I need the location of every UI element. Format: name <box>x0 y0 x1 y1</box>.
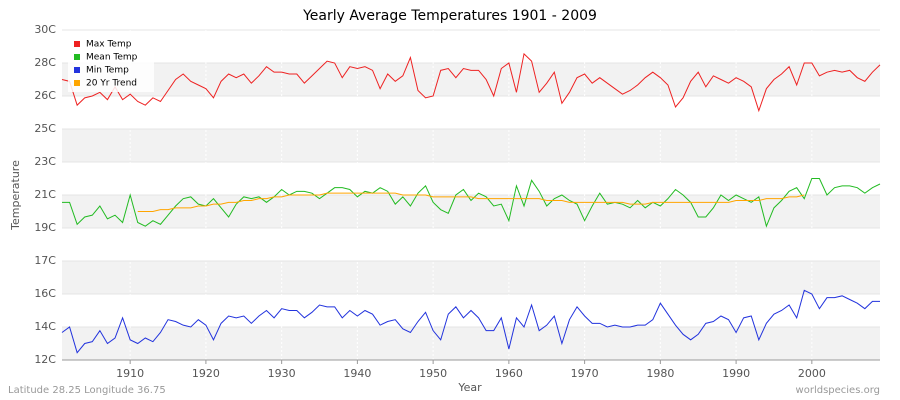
legend: Max Temp Mean Temp Min Temp 20 Yr Trend <box>68 34 154 92</box>
y-tick-label: 17C <box>34 254 56 267</box>
x-tick-label: 1980 <box>646 367 674 380</box>
x-tick-label: 1950 <box>419 367 447 380</box>
legend-swatch <box>74 80 80 86</box>
data-line <box>61 52 881 113</box>
footer-left: Latitude 28.25 Longitude 36.75 <box>8 385 166 396</box>
data-line <box>62 178 881 228</box>
data-line <box>137 192 805 212</box>
legend-box <box>68 34 154 92</box>
y-tick-label: 14C <box>34 320 56 333</box>
footer-right: worldspecies.org <box>796 385 880 396</box>
legend-label: Min Temp <box>86 66 129 76</box>
legend-label: 20 Yr Trend <box>86 79 137 89</box>
x-tick-label: 1940 <box>343 367 371 380</box>
y-tick-label: 21C <box>34 188 56 201</box>
legend-swatch <box>74 67 80 73</box>
x-tick-label: 1910 <box>116 367 144 380</box>
x-tick-label: 1920 <box>192 367 220 380</box>
y-tick-label: 12C <box>34 353 56 366</box>
x-tick-label: 1930 <box>268 367 296 380</box>
legend-label: Max Temp <box>86 40 132 50</box>
y-axis-label: Temperature <box>9 160 22 231</box>
legend-swatch <box>74 54 80 60</box>
x-tick-label: 1990 <box>722 367 750 380</box>
y-tick-label: 25C <box>34 122 56 135</box>
grid-band <box>62 129 880 162</box>
data-line <box>61 289 880 354</box>
x-tick-label: 1960 <box>495 367 523 380</box>
y-tick-label: 30C <box>34 23 56 36</box>
y-tick-label: 23C <box>34 155 56 168</box>
legend-label: Mean Temp <box>86 53 138 63</box>
chart-title: Yearly Average Temperatures 1901 - 2009 <box>302 8 597 24</box>
y-tick-label: 19C <box>34 221 56 234</box>
y-tick-label: 16C <box>34 287 56 300</box>
y-tick-label: 26C <box>34 89 56 102</box>
x-tick-label: 1970 <box>571 367 599 380</box>
x-axis-label: Year <box>457 381 482 394</box>
x-tick-label: 2000 <box>798 367 826 380</box>
legend-swatch <box>74 41 80 47</box>
y-tick-label: 28C <box>34 56 56 69</box>
grid-band <box>62 261 880 294</box>
grid-band <box>62 63 880 96</box>
grid-band <box>62 327 880 360</box>
